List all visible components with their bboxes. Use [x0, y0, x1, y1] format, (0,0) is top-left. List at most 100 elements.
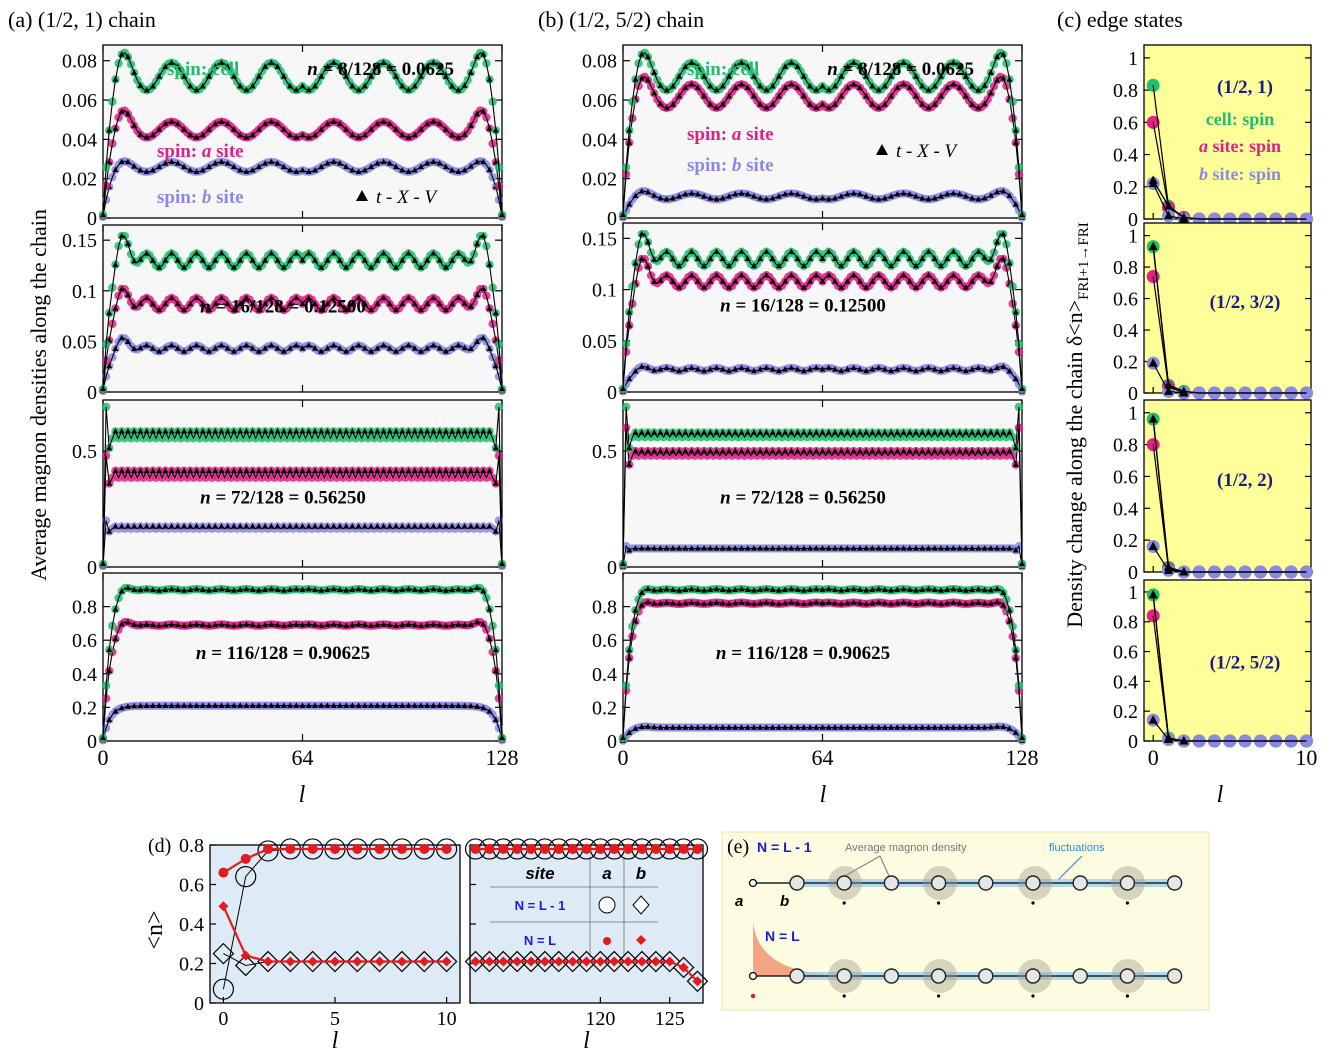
txv-triangle-a	[442, 306, 449, 313]
txv-triangle-b	[405, 702, 412, 708]
txv-triangle-cell	[218, 428, 225, 434]
txv-triangle-b	[411, 345, 418, 351]
txv-triangle-b	[467, 523, 474, 529]
txv-triangle-a	[417, 622, 424, 628]
legend-a-site: spin: a site	[157, 141, 244, 162]
txv-triangle-a	[380, 621, 387, 627]
txv-triangle-cell	[499, 211, 505, 217]
txv-triangle-cell	[305, 250, 312, 256]
txv-triangle-a	[474, 110, 481, 117]
y-tick-label: 0.05	[582, 331, 617, 353]
txv-triangle-b	[318, 163, 325, 170]
txv-triangle-a	[311, 131, 318, 138]
txv-triangle-a	[343, 126, 350, 132]
txv-triangle-a	[436, 120, 443, 127]
txv-triangle-b	[143, 702, 150, 708]
txv-triangle-b	[274, 345, 281, 351]
txv-triangle-a	[368, 306, 375, 313]
txv-triangle-b	[417, 702, 424, 708]
txv-triangle-b	[218, 702, 225, 708]
txv-triangle-cell	[386, 257, 393, 263]
txv-triangle-cell	[193, 428, 200, 434]
txv-triangle-cell	[467, 428, 474, 434]
txv-triangle-b	[343, 523, 350, 529]
txv-triangle-b	[181, 523, 188, 529]
txv-triangle-b	[280, 523, 287, 529]
txv-triangle-b	[137, 523, 144, 529]
txv-triangle-b	[461, 702, 468, 709]
txv-triangle-b	[399, 523, 406, 529]
txv-triangle-a	[430, 621, 437, 627]
txv-triangle-a	[243, 621, 250, 627]
txv-triangle-b	[187, 167, 194, 173]
txv-triangle-b	[143, 523, 150, 529]
txv-triangle-b	[249, 345, 256, 351]
txv-triangle-a	[255, 467, 262, 473]
txv-triangle-a	[274, 467, 281, 473]
txv-triangle-cell	[424, 257, 431, 263]
txv-triangle-cell	[399, 82, 406, 89]
txv-triangle-a	[287, 467, 294, 473]
txv-triangle-cell	[455, 428, 462, 434]
txv-triangle-b	[455, 523, 462, 529]
txv-triangle-a	[305, 294, 312, 301]
txv-triangle-b	[480, 158, 487, 165]
txv-triangle-b	[243, 168, 250, 175]
txv-triangle-b	[118, 523, 125, 529]
txv-triangle-a	[218, 294, 225, 301]
txv-triangle-a	[455, 621, 462, 627]
x-tick-label: 0	[98, 745, 109, 770]
y-tick-label: 0.2	[72, 697, 97, 719]
txv-triangle-a	[124, 467, 131, 473]
txv-triangle-b	[299, 523, 306, 529]
txv-triangle-b	[293, 342, 300, 348]
txv-triangle-b	[168, 158, 175, 165]
y-tick-label: 0.8	[1113, 257, 1138, 279]
txv-triangle-a	[336, 120, 343, 127]
y-tick-label: 0	[607, 382, 617, 404]
txv-triangle-cell	[368, 73, 375, 79]
txv-triangle-b	[324, 345, 331, 351]
txv-triangle-cell	[124, 240, 131, 247]
panel-b-title: (b) (1/2, 5/2) chain	[538, 7, 704, 32]
txv-triangle-cell	[499, 385, 505, 392]
txv-triangle-a	[156, 306, 163, 313]
txv-triangle-cell	[343, 73, 350, 79]
txv-triangle-b	[118, 158, 125, 165]
txv-triangle-b	[255, 523, 262, 529]
txv-triangle-b	[262, 523, 269, 529]
txv-triangle-b	[205, 348, 212, 354]
txv-triangle-cell	[143, 428, 150, 434]
txv-triangle-cell	[417, 428, 424, 434]
txv-triangle-a	[361, 621, 368, 628]
txv-triangle-cell	[168, 59, 175, 65]
txv-triangle-b	[249, 523, 256, 529]
txv-triangle-a	[455, 294, 462, 301]
txv-triangle-b	[181, 702, 188, 708]
txv-triangle-a	[311, 467, 318, 473]
txv-triangle-cell	[249, 82, 256, 89]
txv-triangle-b	[137, 702, 144, 709]
txv-triangle-a	[343, 306, 350, 313]
txv-triangle-cell	[237, 257, 244, 263]
txv-triangle-a	[430, 294, 437, 301]
txv-triangle-b	[430, 523, 437, 529]
txv-triangle-a	[262, 300, 269, 307]
y-tick-label: 0.8	[72, 597, 97, 619]
txv-triangle-a	[230, 306, 237, 313]
txv-triangle-b	[380, 158, 387, 165]
y-tick-label: 1	[1128, 48, 1138, 70]
txv-triangle-b	[467, 163, 474, 169]
txv-triangle-b	[193, 168, 200, 175]
txv-triangle-cell	[274, 257, 281, 263]
txv-triangle-a	[243, 467, 250, 473]
y-tick-label: 0.4	[592, 664, 617, 686]
txv-triangle-b	[355, 168, 362, 175]
txv-triangle-cell	[274, 63, 281, 69]
txv-triangle-cell	[255, 428, 262, 434]
legend-a-site: spin: a site	[687, 124, 774, 145]
txv-triangle-cell	[243, 428, 250, 434]
txv-triangle-b	[311, 167, 318, 173]
txv-triangle-cell	[212, 63, 219, 69]
txv-triangle-b	[343, 702, 350, 708]
